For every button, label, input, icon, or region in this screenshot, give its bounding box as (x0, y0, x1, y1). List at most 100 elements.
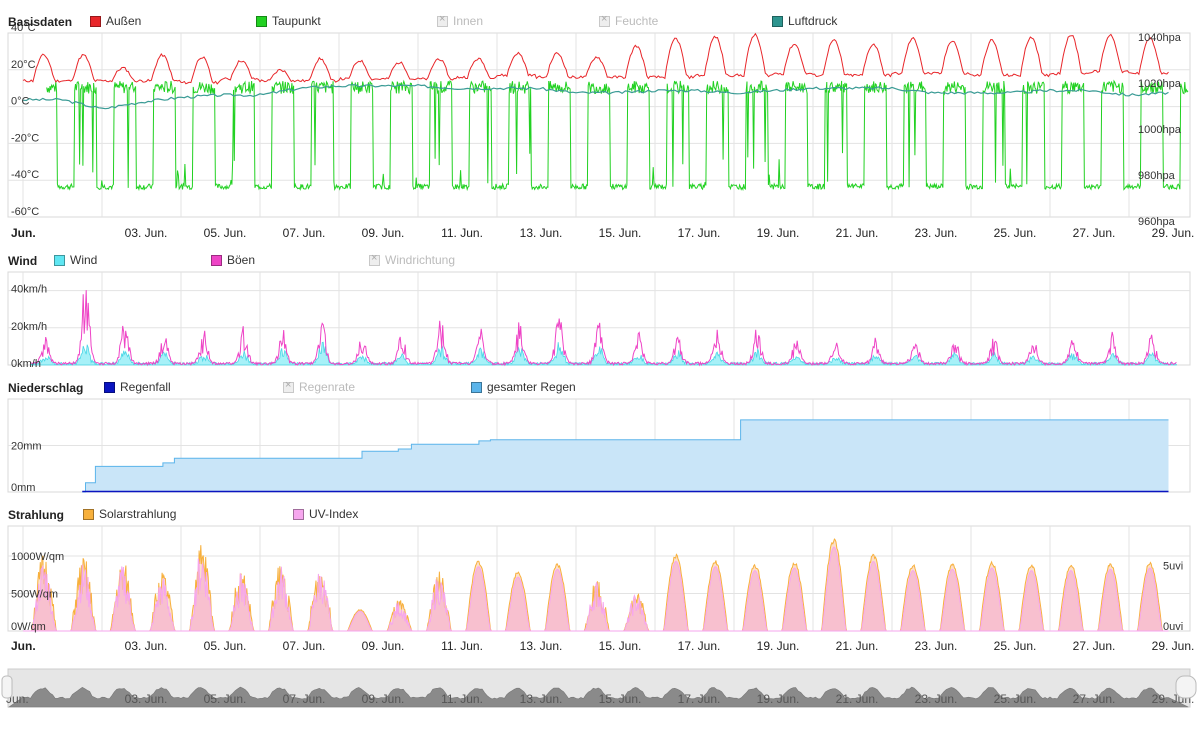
basis-plot-area (7, 32, 1191, 218)
legend-label: Taupunkt (272, 14, 321, 28)
legend-label: Luftdruck (788, 14, 838, 28)
y-tick-label-left: 0km/h (11, 358, 41, 370)
navigator-tick-label: 13. Jun. (520, 692, 563, 706)
navigator-tick-label: 25. Jun. (994, 692, 1037, 706)
y-tick-label-left: 500W/qm (11, 589, 58, 601)
x-tick-label: Jun. (11, 639, 36, 653)
y-tick-label-right: 5uvi (1163, 560, 1183, 572)
x-tick-label: 29. Jun. (1152, 639, 1195, 653)
legend-label: Innen (453, 14, 484, 28)
x-tick-label: 03. Jun. (125, 226, 168, 240)
navigator-tick-label: 17. Jun. (678, 692, 721, 706)
legend-item-uv-index[interactable]: UV-Index (293, 507, 358, 521)
y-tick-label-left: 0mm (11, 482, 35, 494)
navigator-handle-left[interactable] (1, 675, 13, 699)
navigator-series (8, 686, 1189, 708)
x-tick-label: 23. Jun. (915, 639, 958, 653)
y-tick-label-right: 0uvi (1163, 621, 1183, 633)
taupunkt-line (46, 79, 1189, 192)
x-tick-label: 05. Jun. (204, 226, 247, 240)
y-tick-label-left: 0W/qm (11, 621, 46, 633)
x-tick-label: 07. Jun. (283, 226, 326, 240)
legend-item-wind[interactable]: Wind (54, 253, 97, 267)
legend-label: Regenrate (299, 380, 356, 394)
x-tick-label: 27. Jun. (1073, 639, 1116, 653)
navigator-tick-label: 23. Jun. (915, 692, 958, 706)
legend-swatch (772, 15, 783, 27)
y-tick-label-left: 20°C (11, 59, 36, 71)
y-tick-label-left: 1000W/qm (11, 551, 64, 563)
y-tick-label-right: 980hpa (1138, 170, 1176, 182)
x-tick-label: 13. Jun. (520, 226, 563, 240)
x-tick-label: 17. Jun. (678, 639, 721, 653)
uv-index-area (23, 546, 1169, 632)
boeen-line (30, 290, 1177, 367)
x-tick-label: 13. Jun. (520, 639, 563, 653)
x-tick-label: 19. Jun. (757, 226, 800, 240)
legend-item-gesamter-regen[interactable]: gesamter Regen (471, 380, 576, 394)
aussen-line (22, 32, 1169, 85)
legend-label: Feuchte (615, 14, 659, 28)
legend-swatch (599, 13, 610, 27)
legend-title-wind: Wind (8, 254, 38, 268)
y-tick-label-left: 40km/h (11, 284, 47, 296)
x-tick-label: 23. Jun. (915, 226, 958, 240)
legend-basisdaten: Basisdaten Außen Taupunkt Innen Feuchte … (0, 12, 1200, 32)
x-tick-label: 25. Jun. (994, 226, 1037, 240)
y-tick-label-left: -20°C (11, 132, 39, 144)
x-tick-label: 09. Jun. (362, 639, 405, 653)
gesamter-regen-line (82, 419, 1169, 493)
legend-title-strahlung: Strahlung (8, 508, 64, 522)
y-tick-label-left: 20mm (11, 441, 42, 453)
x-tick-label: 15. Jun. (599, 226, 642, 240)
legend-swatch (54, 254, 65, 266)
x-tick-label: 29. Jun. (1152, 226, 1195, 240)
legend-item-luftdruck[interactable]: Luftdruck (772, 14, 837, 28)
legend-swatch (256, 15, 267, 27)
legend-niederschlag: Niederschlag Regenfall Regenrate gesamte… (0, 378, 1200, 398)
navigator-tick-label: 07. Jun. (283, 692, 326, 706)
legend-item-feuchte[interactable]: Feuchte (599, 13, 659, 28)
legend-swatch (437, 13, 448, 27)
x-tick-label: 09. Jun. (362, 226, 405, 240)
legend-label: UV-Index (309, 507, 359, 521)
legend-label: Böen (227, 253, 256, 267)
navigator-tick-label: 19. Jun. (757, 692, 800, 706)
legend-title-basisdaten: Basisdaten (8, 15, 73, 29)
x-tick-label: 05. Jun. (204, 639, 247, 653)
legend-swatch (104, 381, 115, 393)
y-tick-label-right: 960hpa (1138, 216, 1176, 228)
legend-item-solarstrahlung[interactable]: Solarstrahlung (83, 507, 176, 521)
luftdruck-line (22, 83, 1169, 110)
navigator-tick-label: 27. Jun. (1073, 692, 1116, 706)
x-tick-label: 21. Jun. (836, 226, 879, 240)
y-tick-label-left: -60°C (11, 206, 39, 218)
navigator-tick-label: 15. Jun. (599, 692, 642, 706)
legend-wind: Wind Wind Böen Windrichtung (0, 251, 1200, 271)
x-tick-label: 11. Jun. (441, 226, 483, 240)
navigator-handle-right[interactable] (1175, 675, 1197, 699)
navigator-tick-label: 21. Jun. (836, 692, 879, 706)
navigator-tick-label: 11. Jun. (441, 692, 483, 706)
legend-item-regenrate[interactable]: Regenrate (283, 379, 356, 394)
legend-swatch (283, 379, 294, 393)
legend-swatch (293, 508, 304, 520)
legend-item-boeen[interactable]: Böen (211, 253, 255, 267)
legend-swatch (90, 15, 101, 27)
legend-swatch (211, 254, 222, 266)
y-tick-label-right: 1020hpa (1138, 78, 1182, 90)
legend-label: Regenfall (120, 380, 171, 394)
legend-item-windrichtung[interactable]: Windrichtung (369, 252, 455, 267)
legend-item-taupunkt[interactable]: Taupunkt (256, 14, 321, 28)
legend-item-regenfall[interactable]: Regenfall (104, 380, 171, 394)
legend-label: Wind (70, 253, 98, 267)
legend-item-aussen[interactable]: Außen (90, 14, 141, 28)
legend-item-innen[interactable]: Innen (437, 13, 484, 28)
x-tick-label: 07. Jun. (283, 639, 326, 653)
legend-swatch (369, 252, 380, 266)
navigator-tick-label: 05. Jun. (204, 692, 247, 706)
legend-label: Außen (106, 14, 142, 28)
legend-swatch (471, 381, 482, 393)
legend-label: Solarstrahlung (99, 507, 177, 521)
y-tick-label-left: 0°C (11, 96, 30, 108)
